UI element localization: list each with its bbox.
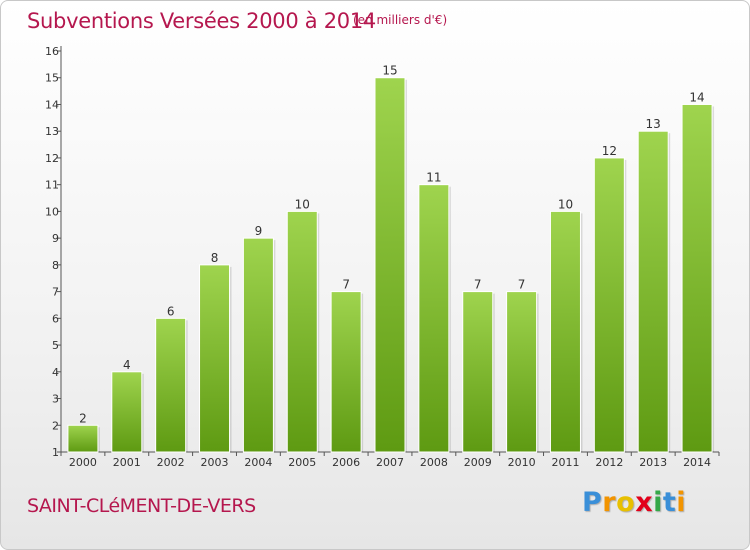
logo-letter: i: [676, 487, 687, 518]
bar: [330, 291, 362, 453]
bar: [462, 291, 494, 453]
data-label: 13: [646, 117, 661, 131]
x-tick-label: 2009: [464, 456, 492, 469]
y-tick-label: 15: [45, 72, 59, 85]
y-tick-label: 6: [52, 312, 59, 325]
logo-letter: t: [662, 487, 677, 518]
data-label: 2: [79, 411, 87, 425]
logo-letter: P: [582, 487, 603, 518]
bar: [242, 237, 274, 453]
y-tick-label: 11: [45, 179, 59, 192]
data-label: 15: [382, 64, 397, 78]
logo-letter: i: [653, 487, 663, 518]
logo-letter: o: [616, 487, 636, 518]
bar: [418, 184, 450, 453]
data-label: 10: [558, 197, 573, 211]
y-tick-label: 16: [45, 45, 59, 58]
data-label: 7: [342, 278, 350, 292]
x-tick-label: 2013: [639, 456, 667, 469]
y-tick-label: 4: [52, 366, 59, 379]
x-tick-label: 2002: [157, 456, 185, 469]
x-tick-label: 2008: [420, 456, 448, 469]
bar: [155, 317, 187, 453]
data-label: 7: [474, 278, 482, 292]
chart-title: Subventions Versées 2000 à 2014: [27, 9, 376, 33]
y-tick-label: 12: [45, 152, 59, 165]
x-tick-label: 2006: [332, 456, 360, 469]
data-label: 14: [689, 90, 704, 104]
logo-letter: r: [602, 487, 617, 518]
data-label: 11: [426, 171, 441, 185]
y-tick-label: 13: [45, 125, 59, 138]
bar: [637, 130, 669, 453]
x-tick-label: 2003: [201, 456, 229, 469]
bar: [286, 210, 318, 453]
x-tick-label: 2001: [113, 456, 141, 469]
bar: [593, 157, 625, 453]
y-tick-label: 1: [52, 446, 59, 459]
x-tick-label: 2012: [595, 456, 623, 469]
y-tick-label: 10: [45, 205, 59, 218]
x-tick-label: 2000: [69, 456, 97, 469]
bar: [67, 424, 99, 453]
commune-name: SAINT-CLéMENT-DE-VERS: [27, 495, 256, 517]
chart-unit: (en milliers d'€): [353, 13, 448, 27]
y-tick-label: 14: [45, 98, 59, 111]
bar: [374, 77, 406, 453]
x-tick-label: 2014: [683, 456, 711, 469]
data-label: 6: [167, 304, 175, 318]
data-label: 4: [123, 358, 131, 372]
y-tick-label: 8: [52, 259, 59, 272]
bar: [681, 103, 713, 453]
y-tick-label: 3: [52, 393, 59, 406]
y-tick-label: 5: [52, 339, 59, 352]
data-label: 12: [602, 144, 617, 158]
bar: [549, 210, 581, 453]
data-label: 8: [211, 251, 219, 265]
data-label: 10: [295, 197, 310, 211]
x-tick-label: 2005: [288, 456, 316, 469]
data-label: 7: [518, 278, 526, 292]
bar: [111, 371, 143, 453]
x-tick-label: 2010: [508, 456, 536, 469]
x-tick-label: 2011: [551, 456, 579, 469]
logo-letter: x: [635, 487, 654, 518]
y-tick-label: 2: [52, 419, 59, 432]
y-tick-label: 9: [52, 232, 59, 245]
data-label: 9: [255, 224, 263, 238]
bar: [199, 264, 231, 453]
bar: [506, 291, 538, 453]
y-tick-label: 7: [52, 286, 59, 299]
proxiti-logo: Proxiti: [582, 487, 686, 518]
x-tick-label: 2007: [376, 456, 404, 469]
x-tick-label: 2004: [244, 456, 272, 469]
